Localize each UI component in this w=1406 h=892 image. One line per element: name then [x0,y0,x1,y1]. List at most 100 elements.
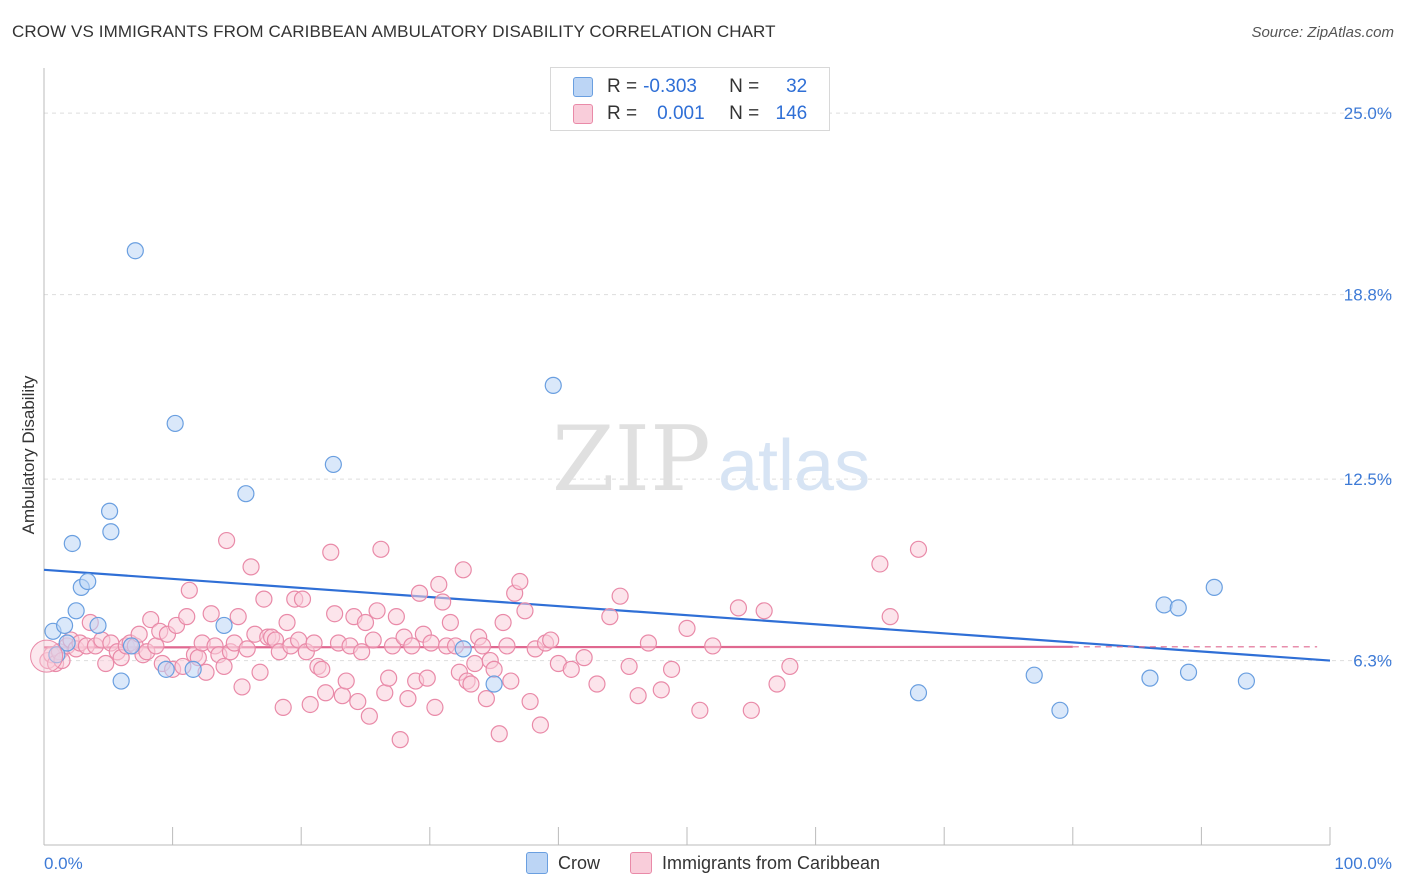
stats-row-crow: R = -0.303 N = 32 [573,74,807,100]
r-label: R = [607,76,638,97]
caribbean-point [313,660,331,678]
axes [43,68,1331,846]
caribbean-point [601,608,619,626]
caribbean-point [242,558,260,576]
crow-point [63,534,81,553]
caribbean-point [322,543,340,561]
caribbean-point [293,590,312,608]
stats-legend-box: R = -0.303 N = 32 R = 0.001 N = 146 [550,67,830,131]
caribbean-point [274,698,292,717]
crow-point [1025,666,1043,684]
crow-point [1141,669,1159,687]
caribbean-point [729,599,748,617]
caribbean-point [403,637,421,655]
crow-point [122,637,141,655]
caribbean-point [477,690,495,708]
caribbean-point [768,675,786,693]
caribbean-point [364,631,382,649]
crow-point [126,242,144,260]
crow-point [1155,596,1173,614]
y-tick-label: 25.0% [1344,104,1392,123]
caribbean-point [255,590,273,608]
n-label: N = [729,76,760,97]
caribbean-point [691,701,709,719]
caribbean-point [462,675,480,693]
caribbean-point [229,608,247,626]
crow-point [909,684,928,702]
caribbean-point [410,584,429,602]
caribbean-point [418,669,436,687]
r-value: 0.001 [657,103,705,124]
caribbean-point [233,678,251,696]
y-tick-label: 6.3% [1353,652,1392,671]
watermark: ZIP atlas [552,407,870,512]
caribbean-point [611,587,629,605]
watermark-zip: ZIP [552,407,711,512]
caribbean-point [380,669,398,687]
x-tick-label: 0.0% [44,854,83,873]
caribbean-point [490,725,508,743]
caribbean-point [516,602,534,620]
watermark-atlas: atlas [718,426,870,506]
bottom-legend: Crow Immigrants from Caribbean [0,852,1406,874]
caribbean-point [662,660,681,678]
caribbean-point [180,581,198,599]
n-label: N = [729,103,760,124]
caribbean-point [575,649,593,667]
caribbean-point [620,657,638,676]
caribbean-point [202,605,220,623]
crow-point [89,616,107,635]
crow-point [58,634,76,652]
crow-point [237,485,255,503]
crow-point [55,616,74,635]
caribbean-point [353,643,371,661]
caribbean-point [238,640,256,658]
caribbean-point [441,613,459,632]
caribbean-point [466,654,484,673]
caribbean-point [704,637,722,655]
caribbean-point [178,608,196,626]
caribbean-point [301,695,319,714]
crow-swatch [573,77,593,97]
caribbean-point [521,692,539,711]
n-value: 146 [775,103,808,124]
crow-point [102,523,120,541]
legend-item-crow[interactable]: Crow [525,852,600,874]
caribbean-point [639,634,658,652]
crow-point [67,602,85,620]
legend-swatch-caribbean [629,852,652,874]
caribbean-point [356,613,375,632]
crow-point [215,616,233,635]
caribbean-point [30,639,64,673]
x-tick-label: 100.0% [1334,854,1392,873]
crow-point [324,455,342,474]
crow-point [100,502,119,520]
grid [44,112,1392,662]
caribbean-point [399,690,417,708]
caribbean-point [305,634,323,652]
caribbean-point [97,654,115,673]
tick-labels: 6.3% 12.5% 18.8% 25.0% 0.0% 100.0% [44,104,1392,873]
caribbean-point [678,619,696,637]
caribbean-point [360,707,378,725]
caribbean-point [629,687,647,705]
crow-point [112,672,130,690]
caribbean-point [372,540,390,558]
caribbean-point [542,631,560,649]
caribbean-point [142,610,160,629]
caribbean-point [588,675,606,693]
caribbean-point [562,660,580,678]
crow-point [485,675,503,693]
caribbean-point [218,531,236,550]
r-value: -0.303 [643,76,697,97]
legend-item-caribbean[interactable]: Immigrants from Caribbean [629,852,880,874]
crow-point [166,414,184,433]
caribbean-point [494,613,512,632]
legend-swatch-crow [525,852,548,874]
caribbean-point [652,681,670,699]
y-axis-label: Ambulatory Disability [19,375,38,534]
crow-trend-line [43,568,1331,662]
caribbean-point [422,634,440,652]
caribbean-point [430,575,448,594]
crow-point [1179,663,1198,681]
